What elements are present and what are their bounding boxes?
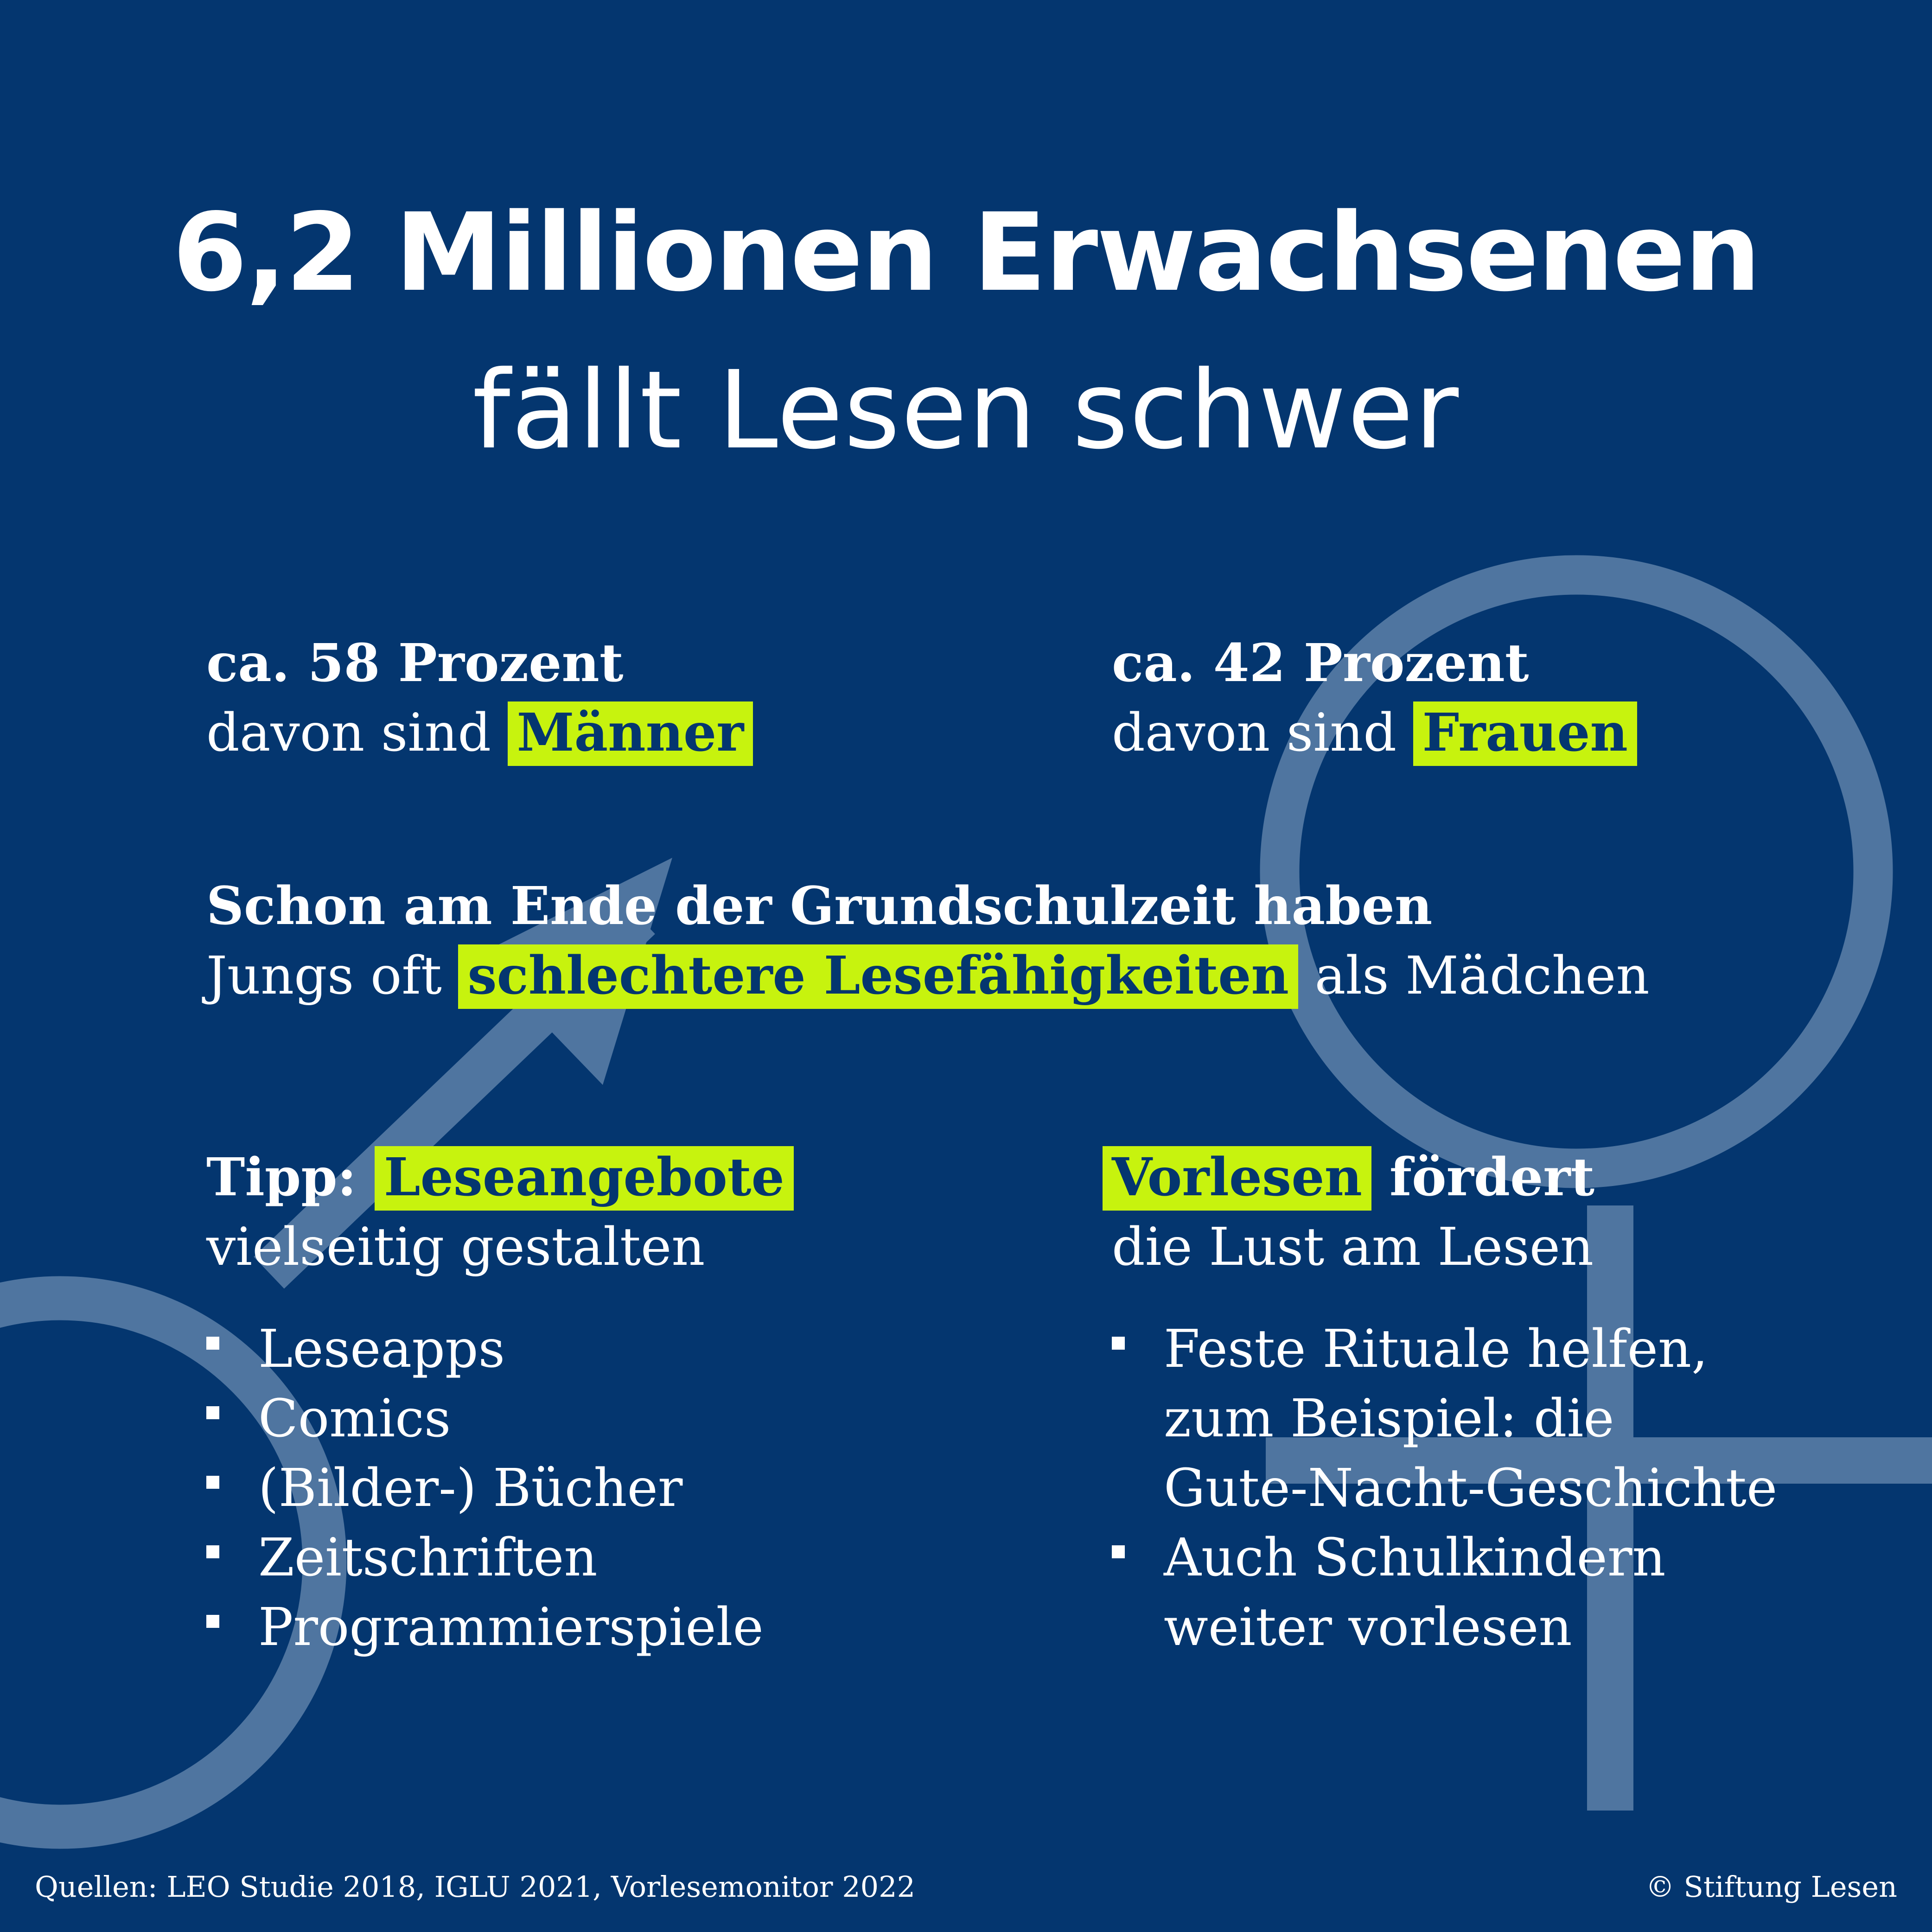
school-fact-post: als Mädchen bbox=[1298, 946, 1650, 1006]
tip-highlight: Leseangebote bbox=[374, 1146, 794, 1211]
list-item: Comics bbox=[206, 1384, 794, 1454]
headline-line-2: fällt Lesen schwer bbox=[472, 348, 1460, 473]
square-bullet-icon bbox=[206, 1337, 219, 1350]
school-fact-highlight: schlechtere Lesefähigkeiten bbox=[458, 944, 1298, 1009]
square-bullet-icon bbox=[206, 1406, 219, 1419]
headline-line-1: 6,2 Millionen Erwachsenen bbox=[172, 190, 1761, 315]
list-item: Auch Schulkindern weiter vorlesen bbox=[1112, 1523, 1777, 1662]
list-item: Zeitschriften bbox=[206, 1523, 794, 1593]
men-stat-text: davon sind bbox=[206, 703, 508, 763]
square-bullet-icon bbox=[206, 1476, 219, 1489]
women-stat: ca. 42 Prozent davon sind Frauen bbox=[1112, 629, 1637, 768]
school-fact-pre: Jungs oft bbox=[206, 946, 459, 1006]
reading-aloud-bold: fördert bbox=[1371, 1147, 1595, 1208]
women-stat-value: ca. 42 Prozent bbox=[1112, 633, 1529, 694]
tip-list: Leseapps Comics (Bilder-) Bücher Zeitsch… bbox=[206, 1314, 794, 1662]
list-item: Programmierspiele bbox=[206, 1593, 794, 1662]
female-symbol-icon bbox=[1260, 555, 1932, 1811]
reading-aloud-text: die Lust am Lesen bbox=[1112, 1217, 1594, 1277]
tip-text: vielseitig gestalten bbox=[206, 1217, 705, 1277]
square-bullet-icon bbox=[1112, 1337, 1125, 1350]
list-item: (Bilder-) Bücher bbox=[206, 1454, 794, 1523]
reading-aloud-highlight: Vorlesen bbox=[1103, 1146, 1371, 1211]
tip-label: Tipp: bbox=[206, 1147, 357, 1208]
school-fact: Schon am Ende der Grundschulzeit haben J… bbox=[206, 872, 1650, 1011]
footer-sources: Quellen: LEO Studie 2018, IGLU 2021, Vor… bbox=[35, 1870, 916, 1904]
tip-block: Tipp: Leseangebote vielseitig gestalten … bbox=[206, 1143, 794, 1662]
footer-copyright: © Stiftung Lesen bbox=[1645, 1870, 1897, 1904]
square-bullet-icon bbox=[206, 1545, 219, 1558]
women-stat-text: davon sind bbox=[1112, 703, 1413, 763]
list-item: Feste Rituale helfen, zum Beispiel: die Gu… bbox=[1112, 1314, 1777, 1523]
reading-aloud-list: Feste Rituale helfen, zum Beispiel: die Gu… bbox=[1112, 1314, 1777, 1662]
men-highlight: Männer bbox=[507, 701, 753, 766]
men-stat: ca. 58 Prozent davon sind Männer bbox=[206, 629, 753, 768]
reading-aloud-block: Vorlesen fördert die Lust am Lesen Feste… bbox=[1103, 1143, 1777, 1662]
women-highlight: Frauen bbox=[1413, 701, 1637, 766]
list-item: Leseapps bbox=[206, 1314, 794, 1384]
men-stat-value: ca. 58 Prozent bbox=[206, 633, 624, 694]
square-bullet-icon bbox=[1112, 1545, 1125, 1558]
square-bullet-icon bbox=[206, 1615, 219, 1628]
school-fact-heading: Schon am Ende der Grundschulzeit haben bbox=[206, 876, 1433, 937]
